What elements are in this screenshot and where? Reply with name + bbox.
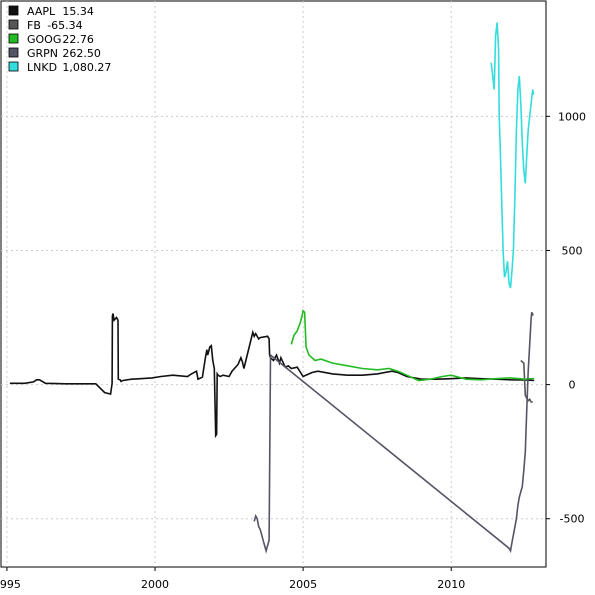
x-tick-label: 2005 [289,578,317,591]
legend-swatch-grpn [8,47,19,58]
series-line-goog [290,309,535,382]
legend-value: 262.50 [62,47,101,60]
series-line-aapl [9,313,535,439]
series-layer [9,22,535,554]
legend-value: 22.76 [62,33,94,46]
legend-ticker: AAPL [27,5,56,18]
y-tick-label: 1000 [558,110,586,123]
grid [1,1,546,567]
legend-value: 1,080.27 [62,61,111,74]
legend-swatch-fb [8,19,19,30]
legend-swatch-aapl [8,5,19,16]
x-tick-label: 1995 [0,578,21,591]
legend-ticker: GRPN [27,47,58,60]
legend-value: -65.34 [47,19,82,32]
legend-ticker: GOOG [27,33,61,46]
legend-value: 15.34 [62,5,94,18]
legend-swatch-lnkd [8,61,19,72]
x-tick-label: 2010 [437,578,465,591]
series-line-grpn [253,311,535,554]
legend-ticker: LNKD [27,61,57,74]
x-tick-label: 2000 [141,578,169,591]
y-tick-label: 500 [562,244,583,257]
axes: 1995 2000 2005 2010 -500 0 500 1000 [0,110,586,591]
plot-frame [0,0,547,568]
y-tick-label: 0 [569,379,576,392]
series-line-lnkd [490,22,535,289]
legend-ticker: FB [27,19,41,32]
legend-swatch-goog [8,33,19,44]
y-tick-label: -500 [560,513,585,526]
